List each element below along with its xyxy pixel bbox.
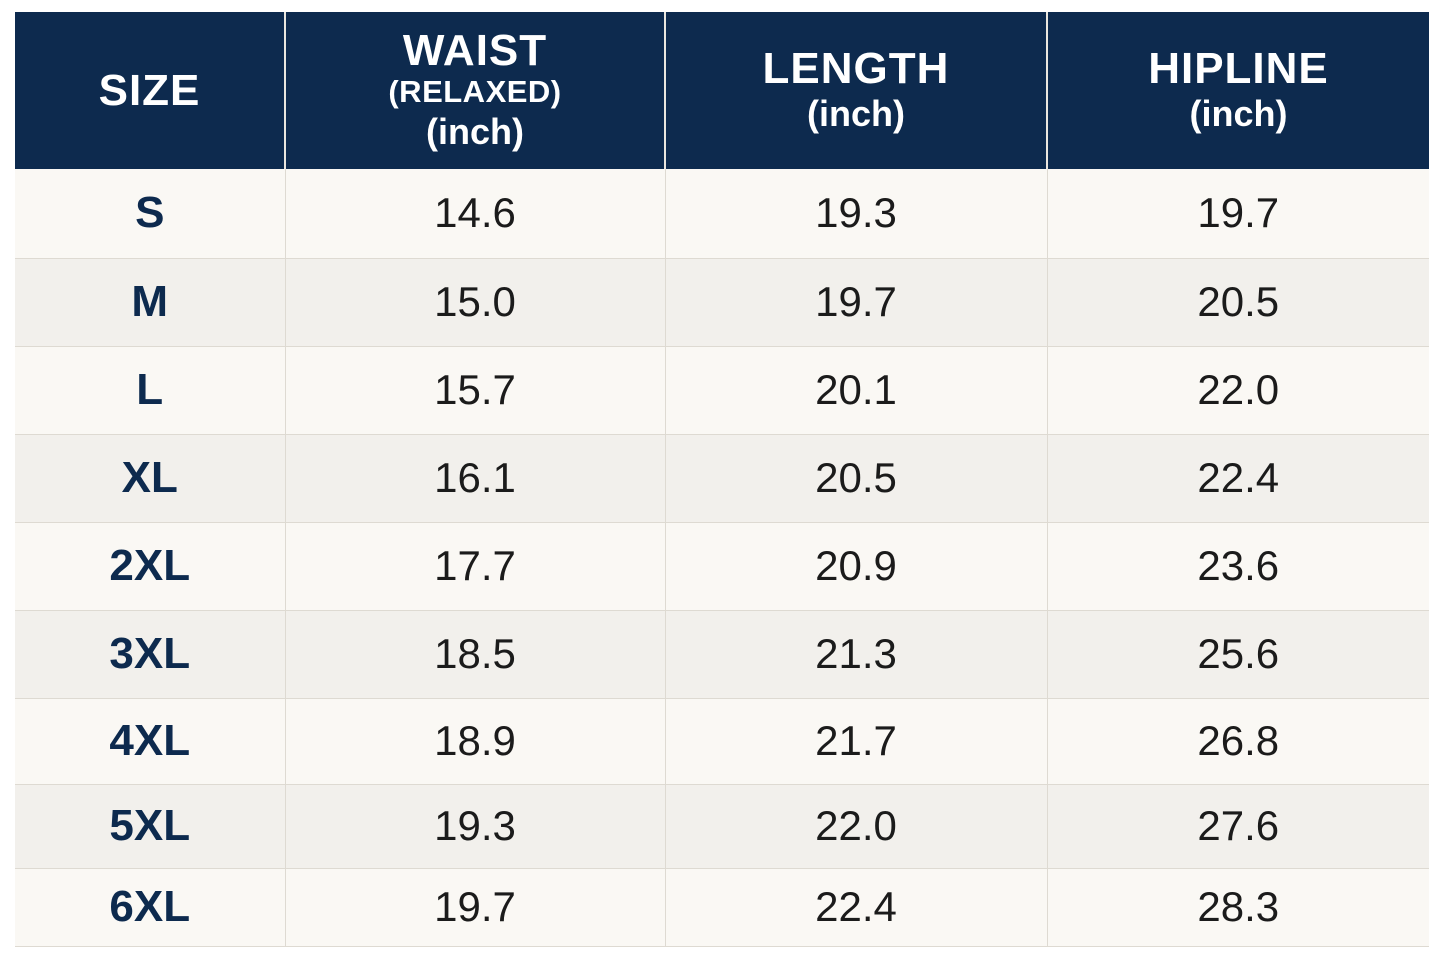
header-length: LENGTH (inch) xyxy=(665,12,1048,169)
hipline-cell: 23.6 xyxy=(1047,522,1429,611)
waist-cell: 14.6 xyxy=(285,169,666,259)
table-row: 4XL 18.9 21.7 26.8 xyxy=(15,698,1429,785)
length-cell: 20.5 xyxy=(665,434,1048,523)
header-length-title: LENGTH xyxy=(762,43,950,93)
length-cell: 20.1 xyxy=(665,346,1048,435)
waist-cell: 18.9 xyxy=(285,698,666,785)
table-header: SIZE WAIST (RELAXED) (inch) LENGTH (inch… xyxy=(15,12,1429,169)
table-body: S 14.6 19.3 19.7 M 15.0 19.7 20.5 L 15.7… xyxy=(15,169,1429,947)
table-row: 5XL 19.3 22.0 27.6 xyxy=(15,784,1429,869)
hipline-cell: 28.3 xyxy=(1047,868,1429,947)
size-cell: 3XL xyxy=(15,610,286,699)
hipline-cell: 22.0 xyxy=(1047,346,1429,435)
waist-cell: 15.0 xyxy=(285,258,666,347)
header-row: SIZE WAIST (RELAXED) (inch) LENGTH (inch… xyxy=(15,12,1429,169)
size-cell: 4XL xyxy=(15,698,286,785)
header-waist-unit: (inch) xyxy=(426,110,524,152)
table-row: 3XL 18.5 21.3 25.6 xyxy=(15,610,1429,699)
size-cell: S xyxy=(15,169,286,259)
header-hipline: HIPLINE (inch) xyxy=(1047,12,1429,169)
hipline-cell: 26.8 xyxy=(1047,698,1429,785)
size-cell: M xyxy=(15,258,286,347)
table-row: XL 16.1 20.5 22.4 xyxy=(15,434,1429,523)
length-cell: 22.4 xyxy=(665,868,1048,947)
header-hipline-title: HIPLINE xyxy=(1148,43,1329,93)
table-row: S 14.6 19.3 19.7 xyxy=(15,169,1429,259)
hipline-cell: 19.7 xyxy=(1047,169,1429,259)
size-cell: L xyxy=(15,346,286,435)
waist-cell: 19.7 xyxy=(285,868,666,947)
size-cell: 2XL xyxy=(15,522,286,611)
size-cell: 5XL xyxy=(15,784,286,869)
hipline-cell: 22.4 xyxy=(1047,434,1429,523)
size-cell: 6XL xyxy=(15,868,286,947)
table-row: 6XL 19.7 22.4 28.3 xyxy=(15,868,1429,947)
length-cell: 20.9 xyxy=(665,522,1048,611)
hipline-cell: 20.5 xyxy=(1047,258,1429,347)
table-row: L 15.7 20.1 22.0 xyxy=(15,346,1429,435)
length-cell: 22.0 xyxy=(665,784,1048,869)
header-length-unit: (inch) xyxy=(807,92,905,134)
header-waist-title: WAIST xyxy=(402,25,548,75)
waist-cell: 16.1 xyxy=(285,434,666,523)
hipline-cell: 27.6 xyxy=(1047,784,1429,869)
header-size: SIZE xyxy=(15,12,286,169)
length-cell: 19.3 xyxy=(665,169,1048,259)
table-row: 2XL 17.7 20.9 23.6 xyxy=(15,522,1429,611)
hipline-cell: 25.6 xyxy=(1047,610,1429,699)
header-size-label: SIZE xyxy=(98,65,201,115)
table-row: M 15.0 19.7 20.5 xyxy=(15,258,1429,347)
length-cell: 21.3 xyxy=(665,610,1048,699)
length-cell: 21.7 xyxy=(665,698,1048,785)
waist-cell: 18.5 xyxy=(285,610,666,699)
size-cell: XL xyxy=(15,434,286,523)
waist-cell: 15.7 xyxy=(285,346,666,435)
waist-cell: 17.7 xyxy=(285,522,666,611)
length-cell: 19.7 xyxy=(665,258,1048,347)
header-waist-note: (RELAXED) xyxy=(388,73,562,109)
header-hipline-unit: (inch) xyxy=(1189,92,1288,134)
waist-cell: 19.3 xyxy=(285,784,666,869)
header-waist: WAIST (RELAXED) (inch) xyxy=(285,12,666,169)
size-chart-table: SIZE WAIST (RELAXED) (inch) LENGTH (inch… xyxy=(15,12,1429,947)
